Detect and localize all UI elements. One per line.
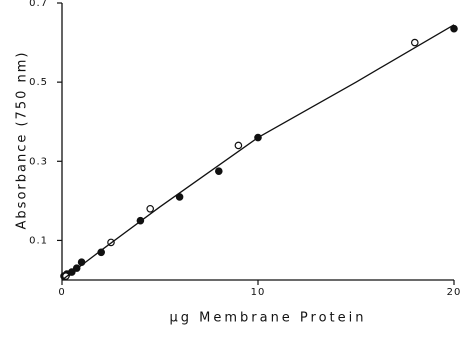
open-point	[410, 38, 419, 47]
x-tick-label: 0	[58, 287, 65, 298]
y-tick-label: 0.5	[29, 77, 48, 88]
y-axis-title: Absorbance (750 nm)	[15, 51, 30, 230]
open-point	[146, 204, 155, 213]
y-tick-label: 0.3	[29, 156, 48, 167]
fit-curve	[61, 24, 455, 281]
y-tick-label: 0.7	[29, 0, 48, 9]
open-point	[234, 141, 243, 150]
x-axis-title: μg Membrane Protein	[169, 311, 366, 326]
y-tick-label: 0.1	[29, 235, 48, 246]
filled-point	[450, 24, 458, 33]
x-tick-label: 10	[251, 287, 266, 298]
filled-point	[215, 167, 223, 175]
x-tick-label: 20	[447, 287, 462, 298]
